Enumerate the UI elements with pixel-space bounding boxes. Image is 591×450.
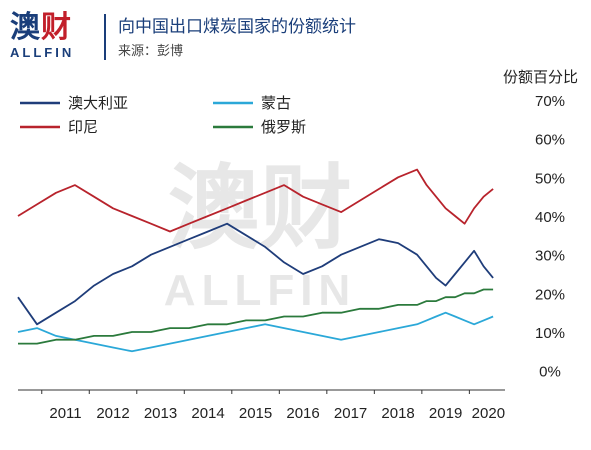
logo-chinese: 澳财 [10, 12, 94, 44]
x-tick-label: 2018 [381, 405, 414, 422]
logo-char-2: 财 [41, 10, 72, 45]
series-line-mongolia [17, 311, 494, 353]
x-tick-label: 2011 [49, 405, 81, 422]
allfin-logo: 澳财 ALLFIN [10, 12, 94, 61]
watermark-english: ALLFIN [164, 266, 356, 315]
header-divider [104, 14, 106, 60]
x-tick-label: 2012 [96, 405, 129, 422]
series-line-russia [18, 288, 494, 345]
legend-label-australia: 澳大利亚 [68, 94, 128, 112]
y-tick-label: 0% [539, 364, 561, 381]
axes: 份额百分比 0% 10% 20% 30% 40% 50% 60% 70% 2011 2012 2013… [18, 68, 578, 422]
chart-source: 来源：彭博 [118, 44, 184, 59]
logo-char-1: 澳 [10, 10, 41, 45]
x-tick-label: 2020 [472, 405, 505, 422]
x-tick-label: 2014 [191, 405, 224, 422]
y-tick-label: 40% [535, 209, 565, 226]
x-tick-label: 2016 [286, 405, 319, 422]
legend-label-russia: 俄罗斯 [261, 118, 306, 136]
watermark: 澳财 ALLFIN [164, 155, 356, 315]
y-tick-label: 60% [535, 132, 565, 149]
legend-label-mongolia: 蒙古 [261, 94, 291, 112]
y-axis-title: 份额百分比 [503, 68, 578, 86]
x-tick-label: 2013 [144, 405, 177, 422]
watermark-chinese: 澳财 [168, 155, 352, 262]
y-tick-label: 30% [535, 248, 565, 265]
y-tick-label: 70% [535, 93, 565, 110]
legend-label-indonesia: 印尼 [68, 118, 98, 136]
series-layer [17, 168, 494, 353]
series-line-indonesia [17, 168, 494, 233]
chart-title: 向中国出口煤炭国家的份额统计 [118, 17, 356, 37]
x-tick-label: 2017 [334, 405, 367, 422]
logo-english: ALLFIN [10, 45, 75, 60]
x-tick-label: 2019 [429, 405, 462, 422]
y-tick-label: 50% [535, 170, 565, 187]
series-line-australia [17, 222, 494, 326]
y-tick-label: 10% [535, 325, 565, 342]
x-tick-label: 2015 [239, 405, 272, 422]
y-tick-label: 20% [535, 286, 565, 303]
